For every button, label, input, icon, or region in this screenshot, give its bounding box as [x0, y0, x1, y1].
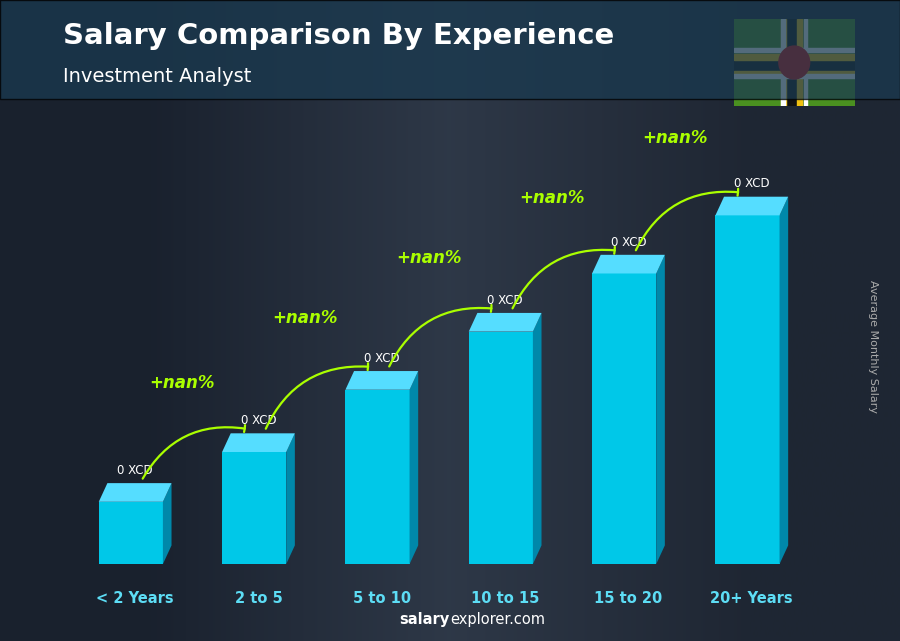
Text: salary: salary [400, 612, 450, 627]
Text: Investment Analyst: Investment Analyst [63, 67, 251, 87]
Text: +nan%: +nan% [273, 310, 338, 328]
Polygon shape [286, 433, 295, 564]
Polygon shape [779, 197, 788, 564]
Text: +nan%: +nan% [519, 189, 585, 207]
Text: explorer.com: explorer.com [450, 612, 545, 627]
Polygon shape [592, 255, 665, 274]
Text: 0 XCD: 0 XCD [610, 236, 646, 249]
Bar [734, 49, 855, 53]
Text: 0 XCD: 0 XCD [240, 414, 276, 427]
Bar [592, 274, 656, 564]
Bar [734, 74, 855, 78]
Bar [781, 19, 787, 106]
Text: 5 to 10: 5 to 10 [353, 591, 411, 606]
Polygon shape [163, 483, 172, 564]
Text: +nan%: +nan% [643, 129, 708, 147]
Bar [222, 452, 286, 564]
Polygon shape [346, 371, 419, 390]
Text: 15 to 20: 15 to 20 [594, 591, 662, 606]
Text: 0 XCD: 0 XCD [734, 178, 770, 190]
Bar [734, 71, 855, 76]
Text: Salary Comparison By Experience: Salary Comparison By Experience [63, 22, 614, 51]
Text: +nan%: +nan% [149, 374, 215, 392]
Polygon shape [99, 483, 172, 502]
Bar [787, 19, 802, 106]
Text: +nan%: +nan% [396, 249, 462, 267]
Bar [796, 19, 802, 106]
Polygon shape [410, 371, 418, 564]
Text: 20+ Years: 20+ Years [710, 591, 793, 606]
Polygon shape [533, 313, 542, 564]
Text: 10 to 15: 10 to 15 [471, 591, 539, 606]
Bar [804, 19, 807, 106]
Text: < 2 Years: < 2 Years [96, 591, 174, 606]
Text: Average Monthly Salary: Average Monthly Salary [868, 279, 878, 413]
Bar [716, 215, 779, 564]
Text: 0 XCD: 0 XCD [364, 352, 400, 365]
Polygon shape [222, 433, 295, 452]
Text: 2 to 5: 2 to 5 [235, 591, 283, 606]
Polygon shape [716, 197, 788, 215]
Bar [99, 502, 163, 564]
Bar [346, 390, 410, 564]
Bar [734, 54, 855, 71]
Bar [469, 331, 533, 564]
Text: 0 XCD: 0 XCD [117, 464, 153, 477]
Bar [781, 19, 785, 106]
Circle shape [778, 46, 810, 79]
Bar [734, 54, 855, 60]
Polygon shape [656, 255, 665, 564]
Polygon shape [469, 313, 542, 331]
Text: 0 XCD: 0 XCD [487, 294, 523, 306]
